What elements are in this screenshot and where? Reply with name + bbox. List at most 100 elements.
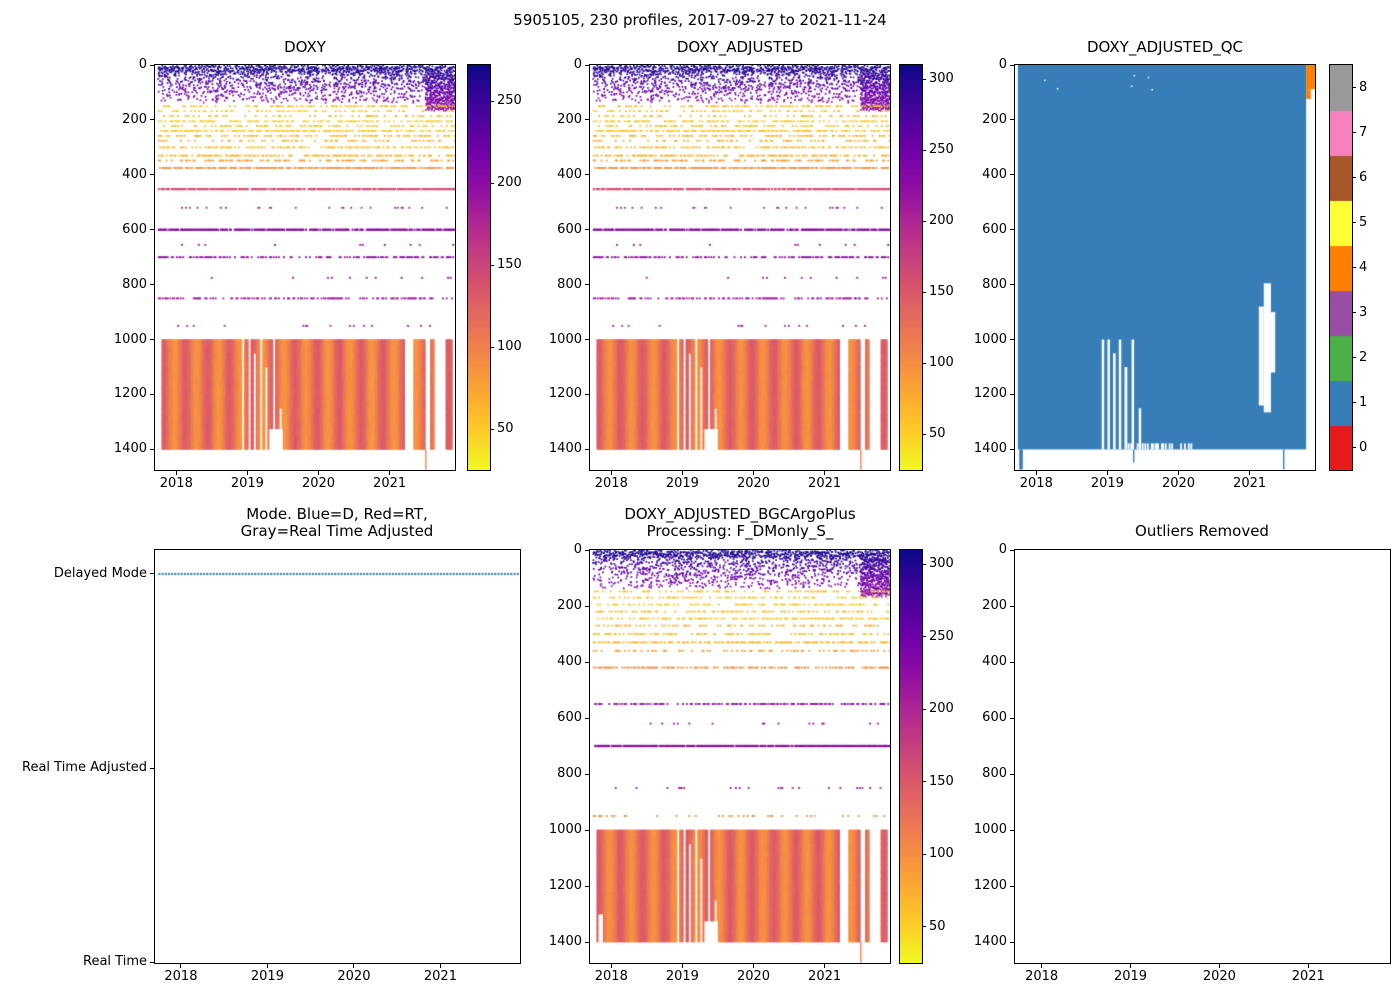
doxy-colorbar-tick-label: 50	[497, 420, 514, 436]
tick-mark	[1010, 829, 1014, 831]
tick-mark	[1010, 661, 1014, 663]
qc-x-tick-label: 2019	[1090, 476, 1124, 491]
tick-mark	[1353, 402, 1356, 403]
tick-mark	[1035, 471, 1037, 475]
outliers-y-tick-label: 200	[982, 597, 1007, 613]
tick-mark	[1010, 284, 1014, 286]
tick-mark	[1010, 448, 1014, 450]
tick-mark	[585, 773, 589, 775]
doxy-y-tick-label: 1400	[113, 441, 147, 457]
bgc-heatmap-plot	[589, 549, 891, 964]
tick-mark	[150, 229, 154, 231]
outliers-x-tick-label: 2020	[1202, 969, 1236, 984]
tick-mark	[585, 829, 589, 831]
tick-mark	[585, 339, 589, 341]
qc-colorbar-tick-label: 5	[1359, 214, 1368, 230]
tick-mark	[150, 767, 154, 769]
tick-mark	[681, 964, 683, 968]
doxy_adjusted-x-tick-label: 2021	[808, 476, 842, 491]
doxy-y-tick-label: 400	[122, 166, 147, 182]
bgc-colorbar	[899, 549, 923, 964]
tick-mark	[923, 78, 926, 80]
doxy-x-tick-label: 2020	[301, 476, 336, 491]
bgc-colorbar-tick-label: 50	[929, 918, 946, 934]
tick-mark	[1010, 773, 1014, 775]
outliers-plot	[1014, 549, 1391, 964]
bgc-y-tick-label: 0	[573, 541, 582, 557]
tick-mark	[923, 220, 926, 222]
bgc-y-tick-label: 1000	[548, 821, 582, 837]
bgc-colorbar-tick-label: 150	[929, 773, 954, 789]
outliers-x-tick-label: 2021	[1291, 969, 1325, 984]
tick-mark	[1010, 64, 1014, 66]
tick-mark	[753, 964, 754, 968]
tick-mark	[1353, 447, 1356, 448]
tick-mark	[150, 284, 154, 286]
bgc-y-tick-label: 600	[557, 709, 582, 725]
qc-colorbar-tick-label: 0	[1359, 439, 1368, 455]
doxy-colorbar	[467, 64, 491, 471]
outliers-y-tick-label: 1400	[973, 933, 1007, 949]
bgc-y-tick-label: 1200	[548, 877, 582, 893]
doxy_adjusted-colorbar-tick-label: 100	[929, 355, 954, 371]
doxy-colorbar-tick-label: 100	[497, 338, 522, 354]
tick-mark	[1010, 717, 1014, 719]
tick-mark	[1010, 174, 1014, 176]
qc-colorbar-tick-label: 8	[1359, 79, 1368, 95]
tick-mark	[246, 471, 248, 475]
tick-mark	[923, 636, 926, 638]
qc-y-tick-label: 600	[982, 221, 1007, 237]
doxy_adjusted-x-tick-label: 2019	[665, 476, 699, 491]
tick-mark	[150, 393, 154, 395]
tick-mark	[923, 291, 926, 293]
tick-mark	[923, 362, 926, 364]
tick-mark	[1353, 357, 1356, 358]
tick-mark	[923, 708, 926, 710]
tick-mark	[1130, 964, 1132, 968]
doxy_adjusted-y-tick-label: 600	[557, 221, 582, 237]
tick-mark	[585, 549, 589, 551]
tick-mark	[150, 339, 154, 341]
tick-mark	[923, 926, 926, 928]
doxy_adjusted-y-tick-label: 1000	[548, 331, 582, 347]
outliers-y-tick-label: 1000	[973, 821, 1007, 837]
doxy-y-tick-label: 1000	[113, 331, 147, 347]
tick-mark	[1353, 177, 1356, 178]
tick-mark	[1307, 964, 1309, 968]
bgc-y-tick-label: 800	[557, 765, 582, 781]
outliers-y-tick-label: 800	[982, 765, 1007, 781]
outliers-panel-title: Outliers Removed	[1135, 522, 1269, 540]
doxy_adjusted-y-tick-label: 1200	[548, 386, 582, 402]
mode-category-label: Delayed Mode	[53, 565, 147, 581]
tick-mark	[1010, 605, 1014, 607]
tick-mark	[585, 448, 589, 450]
tick-mark	[1010, 549, 1014, 551]
tick-mark	[491, 182, 494, 184]
tick-mark	[585, 717, 589, 719]
figure-title: 5905105, 230 profiles, 2017-09-27 to 202…	[513, 11, 887, 29]
tick-mark	[491, 346, 494, 348]
qc-colorbar-tick-label: 6	[1359, 169, 1368, 185]
qc-x-tick-label: 2021	[1233, 476, 1267, 491]
qc-y-tick-label: 1400	[973, 441, 1007, 457]
tick-mark	[150, 64, 154, 66]
tick-mark	[824, 471, 826, 475]
doxy-panel-title: DOXY	[284, 38, 326, 56]
tick-mark	[923, 433, 926, 435]
doxy_adjusted-x-tick-label: 2020	[736, 476, 771, 491]
tick-mark	[1353, 222, 1356, 223]
mode-panel-title-line2: Gray=Real Time Adjusted	[240, 522, 434, 540]
tick-mark	[585, 284, 589, 286]
bgc-y-tick-label: 200	[557, 597, 582, 613]
doxy-colorbar-tick-label: 250	[497, 92, 522, 108]
qc-y-tick-label: 400	[982, 166, 1007, 182]
bgc-colorbar-tick-label: 300	[929, 556, 954, 572]
outliers-y-tick-label: 1200	[973, 877, 1007, 893]
qc-y-tick-label: 1000	[973, 331, 1007, 347]
tick-mark	[1178, 471, 1179, 475]
tick-mark	[266, 964, 268, 968]
mode-x-tick-label: 2018	[164, 969, 198, 984]
tick-mark	[681, 471, 683, 475]
tick-mark	[1353, 87, 1356, 88]
tick-mark	[923, 149, 926, 151]
